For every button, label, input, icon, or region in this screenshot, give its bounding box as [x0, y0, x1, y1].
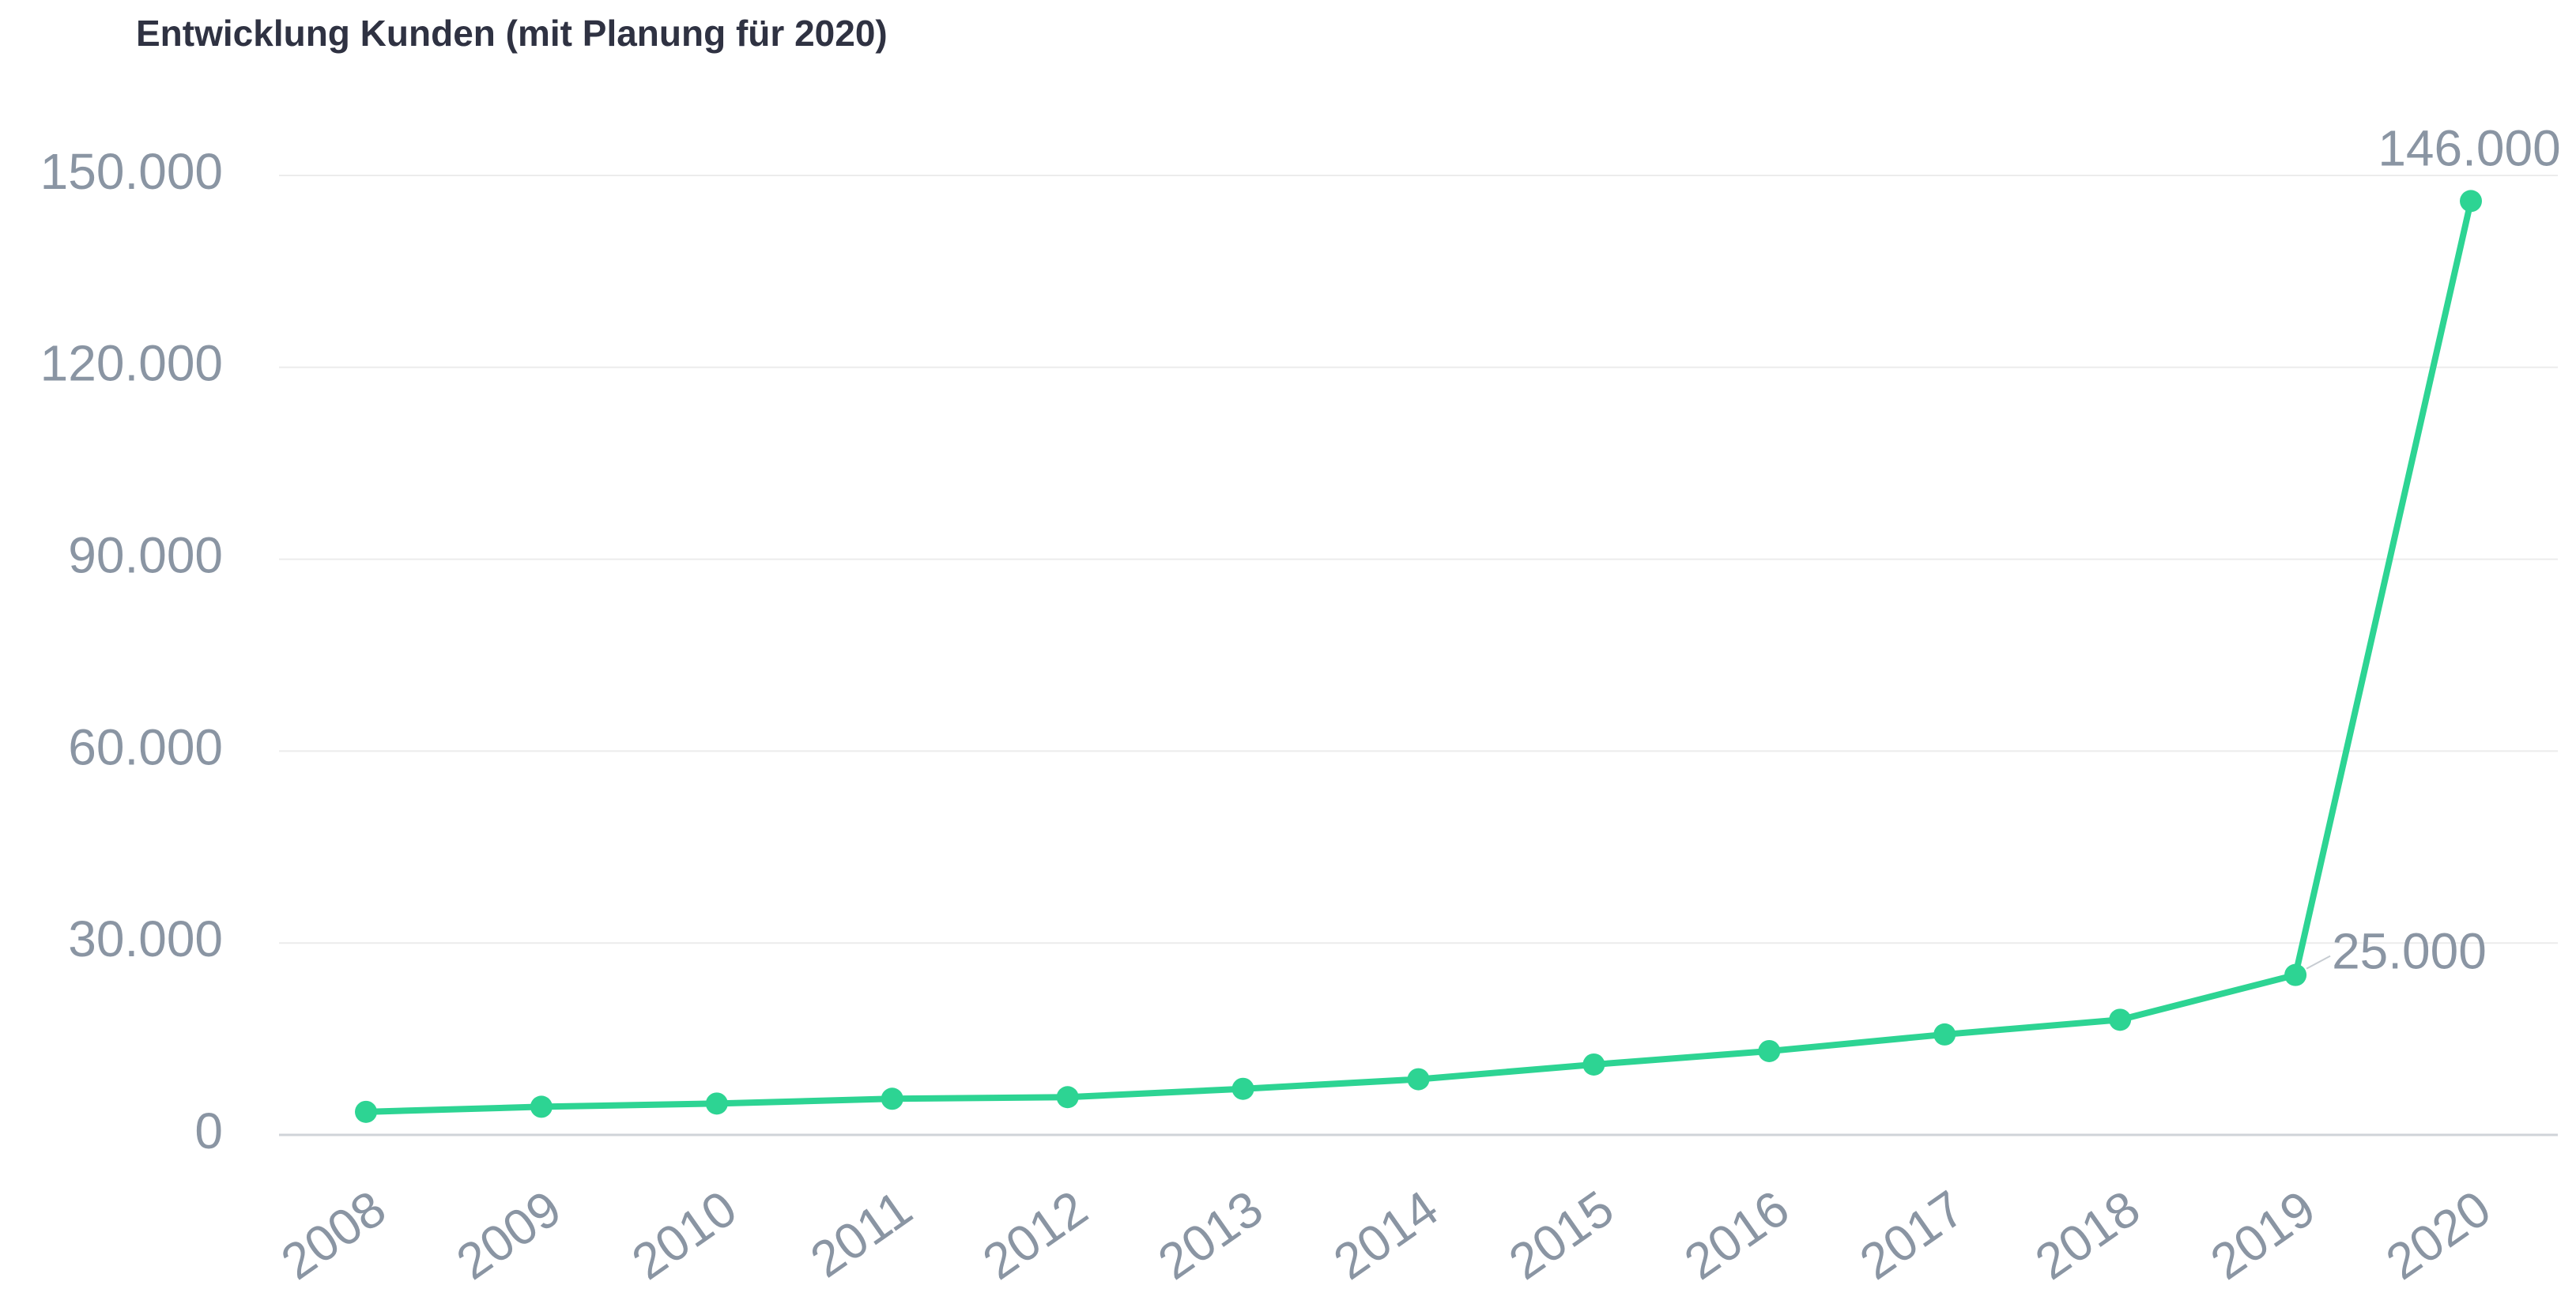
y-tick-label: 90.000 — [68, 527, 223, 584]
x-tick-label: 2010 — [622, 1179, 747, 1289]
point — [1758, 1039, 1781, 1062]
point — [530, 1095, 553, 1118]
point — [1582, 1053, 1605, 1076]
point — [705, 1092, 728, 1115]
x-tick-label: 2019 — [2201, 1179, 2325, 1289]
x-tick-label: 2015 — [1499, 1179, 1624, 1289]
point — [2109, 1008, 2132, 1031]
point — [881, 1087, 903, 1110]
line — [365, 200, 2474, 1115]
y-tick-label: 150.000 — [40, 143, 223, 200]
point — [2460, 190, 2482, 213]
point — [1407, 1068, 1430, 1091]
x-tick-label: 2011 — [800, 1179, 922, 1288]
point — [1231, 1077, 1254, 1100]
x-tick-label: 2008 — [271, 1179, 396, 1289]
point — [1056, 1086, 1079, 1109]
x-tick-label: 2017 — [1850, 1179, 1974, 1289]
point — [2284, 963, 2307, 986]
y-tick-label: 0 — [194, 1102, 223, 1159]
chart-title: Entwicklung Kunden (mit Planung für 2020… — [136, 13, 888, 54]
point — [355, 1100, 377, 1123]
x-tick-label: 2020 — [2376, 1179, 2501, 1289]
x-tick-label: 2018 — [2025, 1179, 2150, 1289]
data-label: 25.000 — [2332, 923, 2487, 980]
leader-line — [2306, 955, 2331, 970]
y-tick-label: 60.000 — [68, 718, 223, 775]
x-tick-label: 2012 — [972, 1179, 1097, 1289]
point — [1933, 1023, 1956, 1046]
y-tick-label: 30.000 — [68, 910, 223, 967]
x-tick-label: 2009 — [447, 1179, 571, 1289]
x-tick-label: 2013 — [1148, 1179, 1273, 1289]
x-tick-label: 2014 — [1323, 1179, 1448, 1289]
x-tick-label: 2016 — [1674, 1179, 1799, 1289]
data-label: 146.000 — [2378, 119, 2560, 176]
y-tick-label: 120.000 — [40, 335, 223, 392]
